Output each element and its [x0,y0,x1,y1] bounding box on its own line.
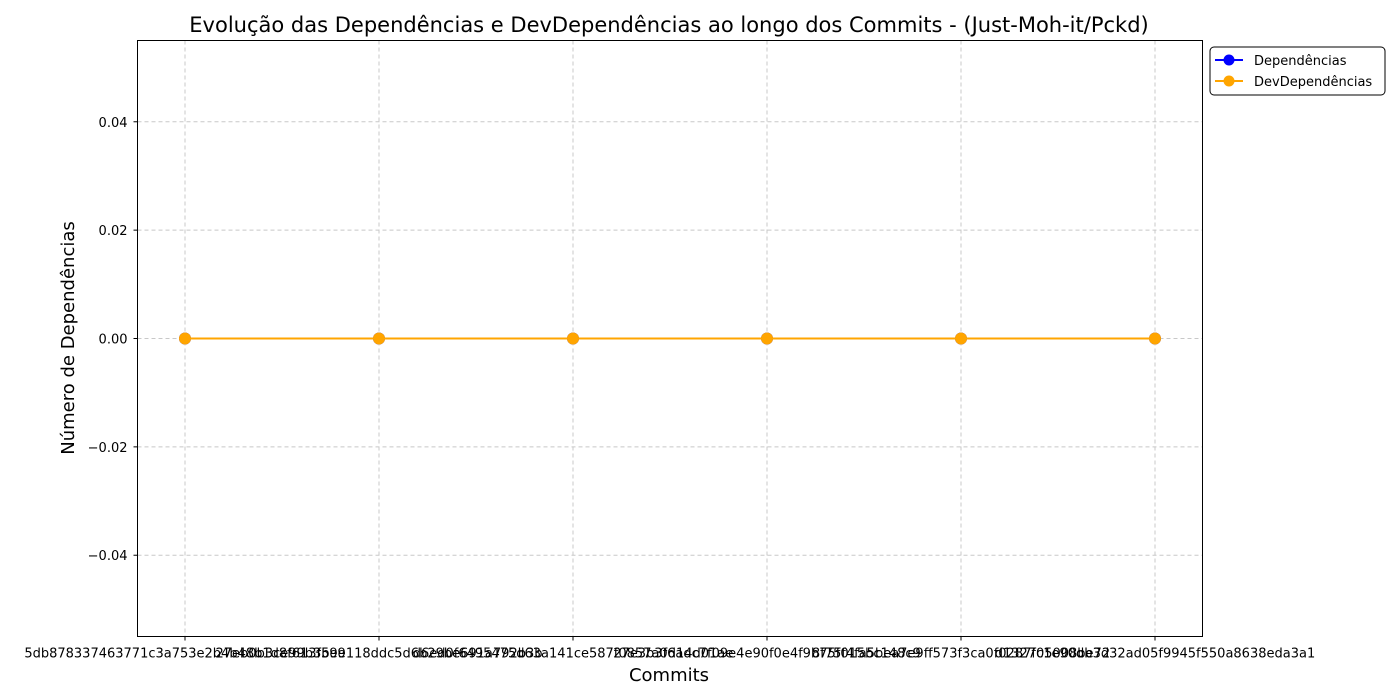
x-tick-label: d6ed0f6495475d63a141ce587f0857a0d14d01ae [413,647,734,662]
x-axis-label: Commits [629,665,709,686]
y-axis-label: Número de Dependências [58,221,79,455]
legend-label: DevDependências [1254,75,1372,90]
legend-box [1209,46,1386,96]
y-axis: −0.04 −0.02 0.00 0.02 0.04 [88,116,138,564]
y-tick-label: −0.02 [88,441,128,456]
data-point [955,332,967,345]
data-point [373,332,385,345]
x-tick-label: d1327c1e90db3d32ad05f9945f550a8638eda3a1 [995,647,1315,662]
series-layer [179,332,1161,345]
x-axis: 5db878337463771c3a753e2b4b48b1d8f613f59e… [24,636,1315,662]
chart-title: Evolução das Dependências e DevDependênc… [189,13,1148,37]
data-point [567,332,579,345]
data-point [761,332,773,345]
data-point [179,332,191,345]
y-tick-label: −0.04 [88,549,128,564]
legend-label: Dependências [1254,54,1347,69]
y-tick-label: 0.02 [99,224,128,239]
x-tick-label: 27e3b3f6adc7f09e4e90f0e4f9b75f015bc148c9 [613,647,921,662]
legend: Dependências DevDependências [1209,46,1386,96]
legend-marker [1223,54,1235,66]
data-point [1149,332,1161,345]
x-tick-label: 5db878337463771c3a753e2b4b48b1d8f613f59e [24,647,345,662]
x-tick-label: 27eb0b3ce99b3be9118ddc5d6b29be691a792b3b [216,647,543,662]
x-tick-label: 8f75f4fa5bea7e9ff573f3ca0f0287f05008be72 [812,647,1110,662]
y-tick-label: 0.04 [99,116,128,131]
y-tick-label: 0.00 [99,333,128,348]
legend-marker [1223,75,1235,87]
